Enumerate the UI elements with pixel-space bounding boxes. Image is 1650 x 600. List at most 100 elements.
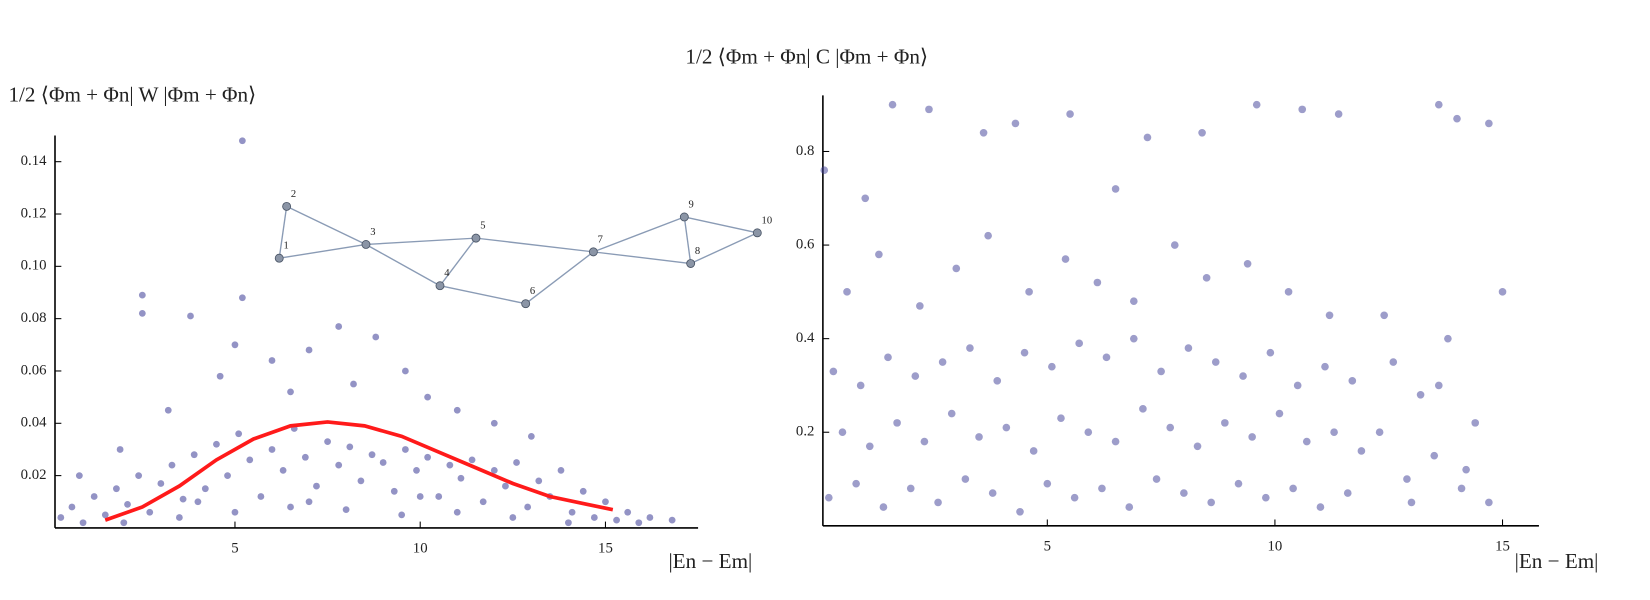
point — [966, 344, 974, 352]
point — [372, 333, 380, 341]
point — [124, 501, 131, 508]
point — [952, 264, 961, 273]
point — [157, 480, 165, 487]
point — [1207, 498, 1215, 507]
point — [879, 503, 888, 511]
point — [335, 323, 343, 330]
point — [1002, 423, 1011, 432]
point — [368, 451, 376, 459]
point — [911, 372, 920, 380]
graph-edge — [286, 205, 367, 246]
point — [961, 475, 970, 483]
point — [1389, 358, 1398, 366]
point — [413, 466, 420, 474]
point — [1098, 484, 1106, 493]
graph-edge — [525, 251, 594, 305]
y-tick-label: 0.12 — [21, 205, 47, 221]
graph-node — [361, 240, 371, 249]
point — [1184, 344, 1193, 352]
point — [146, 508, 154, 516]
point — [1111, 437, 1120, 446]
point — [884, 353, 892, 362]
point — [279, 466, 287, 474]
point — [934, 498, 942, 507]
graph-node-label: 4 — [444, 268, 450, 279]
point — [984, 231, 992, 240]
point — [402, 446, 409, 453]
graph-node-label: 2 — [291, 189, 296, 200]
graph-edge — [365, 237, 477, 246]
point — [224, 472, 231, 479]
x-tick-label: 10 — [413, 540, 428, 556]
point — [238, 137, 246, 145]
graph-edge — [439, 285, 526, 305]
point — [1066, 110, 1074, 118]
graph-edge — [684, 216, 758, 234]
graph-node — [282, 201, 292, 211]
graph-node — [521, 299, 531, 309]
x-tick-label: 10 — [1268, 538, 1283, 554]
point — [305, 346, 313, 354]
point — [1434, 100, 1443, 109]
point — [113, 485, 120, 493]
point — [1139, 405, 1147, 413]
point — [235, 430, 243, 438]
graph-edge — [278, 206, 288, 259]
fit-curve — [104, 420, 614, 522]
point — [379, 459, 387, 466]
right-chart: 1/2 ⟨Φm + Φn| C |Φm + Φn⟩ |En − Em| 0.2 0.4… — [685, 45, 1598, 574]
point — [861, 194, 870, 203]
point — [1334, 110, 1343, 118]
point — [1262, 493, 1270, 502]
point — [350, 380, 357, 388]
y-tick-label: 0.8 — [796, 143, 815, 159]
point — [565, 519, 572, 527]
point — [1070, 493, 1079, 502]
point — [1407, 498, 1416, 507]
point — [398, 511, 406, 519]
point — [194, 498, 202, 506]
y-tick-label: 0.02 — [21, 467, 47, 483]
graph-edge — [690, 232, 758, 265]
graph-edge — [365, 243, 441, 287]
point — [57, 514, 65, 521]
point — [1234, 479, 1243, 488]
point — [925, 105, 933, 114]
point — [1020, 348, 1029, 357]
x-tick-label: 5 — [1044, 538, 1051, 554]
point — [1380, 311, 1388, 320]
y-tick-label: 0.4 — [796, 330, 815, 346]
graph-edge — [593, 216, 685, 253]
y-tick-label: 0.6 — [796, 236, 815, 252]
point — [257, 493, 265, 500]
point — [190, 451, 198, 459]
point — [1093, 278, 1102, 287]
inset-graph: 1 2 3 4 5 6 7 8 9 10 — [274, 189, 772, 309]
point — [238, 294, 246, 302]
point — [888, 100, 897, 109]
point — [1180, 489, 1188, 497]
point — [1298, 105, 1307, 114]
point — [988, 489, 997, 497]
point — [138, 291, 146, 299]
y-tick-label: 0.14 — [21, 153, 47, 169]
point — [1029, 447, 1038, 455]
point — [1403, 475, 1411, 483]
point — [1284, 288, 1293, 296]
point — [502, 482, 509, 490]
point — [490, 466, 498, 474]
point — [453, 508, 461, 516]
point — [1416, 390, 1425, 399]
point — [435, 493, 443, 500]
point — [1211, 358, 1220, 366]
point — [1193, 442, 1202, 451]
point — [535, 477, 543, 485]
point — [993, 376, 1002, 385]
point — [138, 310, 146, 317]
point — [1430, 451, 1439, 460]
point — [1462, 465, 1470, 474]
point — [268, 357, 276, 364]
point — [916, 302, 924, 310]
graph-edge — [475, 237, 594, 253]
point — [509, 514, 517, 521]
